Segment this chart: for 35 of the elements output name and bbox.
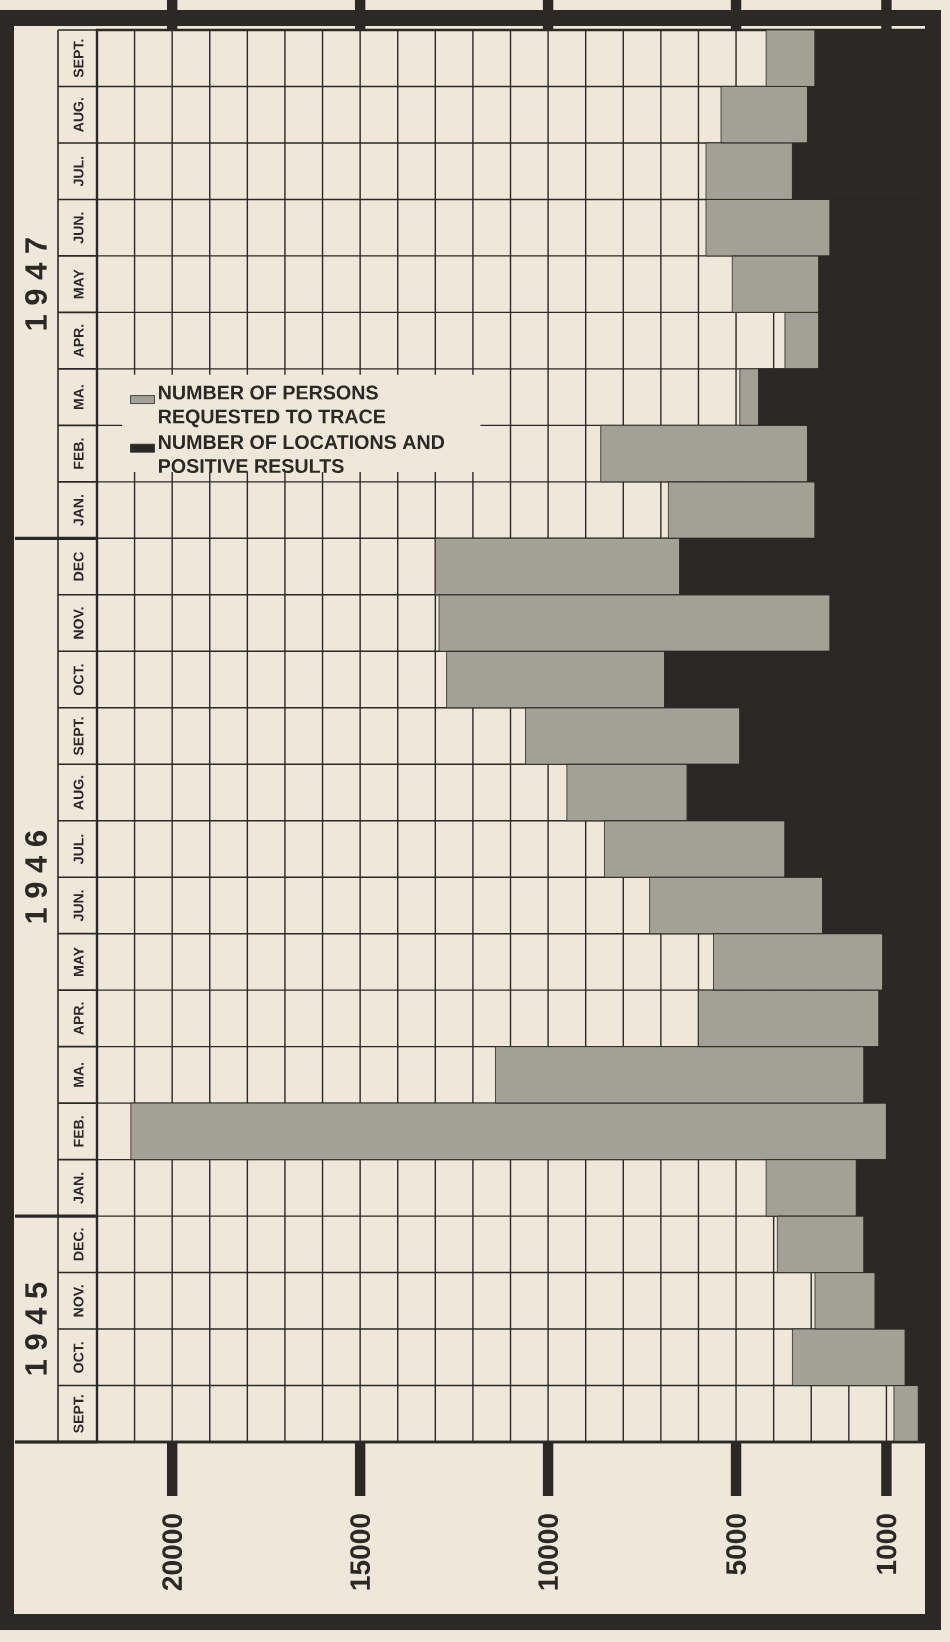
- y-tick-label: SEPT.: [73, 39, 84, 78]
- y-tick-label: DEC: [73, 552, 84, 581]
- text: 1 9 4 5: [25, 1282, 47, 1375]
- y-tick-label: MA.: [73, 1062, 84, 1087]
- x-tick-label: 1000: [876, 1514, 897, 1574]
- y-tick-label: SEPT.: [73, 717, 84, 756]
- y-tick-label: JUN.: [73, 890, 84, 922]
- y-tick-label: AUG.: [73, 98, 84, 132]
- y-tick-label: MAY: [73, 947, 84, 976]
- y-tick-label: SEPT.: [73, 1395, 84, 1433]
- y-tick-label: JAN.: [73, 1172, 84, 1204]
- legend-label: NUMBER OF LOCATIONS AND POSITIVE RESULTS: [159, 435, 445, 474]
- y-tick-label: DEC.: [73, 1228, 84, 1261]
- y-tick-label: JUL.: [73, 156, 84, 187]
- y-tick-label: FEB.: [73, 1116, 84, 1147]
- y-tick-label: NOV.: [73, 607, 84, 639]
- text: 1 9 4 6: [25, 831, 47, 923]
- y-tick-label: JAN.: [73, 495, 84, 526]
- y-tick-label: AUG.: [73, 775, 84, 810]
- x-tick-label: 15000: [350, 1514, 371, 1590]
- text: 1 9 4 7: [25, 238, 47, 330]
- y-tick-label: APR.: [73, 324, 84, 358]
- x-tick-label: 5000: [726, 1514, 746, 1575]
- y-tick-label: JUL.: [73, 834, 84, 864]
- legend-label: NUMBER OF PERSONS REQUESTED TO TRACE: [159, 385, 386, 428]
- y-tick-label: APR.: [73, 1002, 84, 1035]
- y-tick-label: MA.: [73, 385, 84, 410]
- y-tick-label: NOV.: [73, 1285, 84, 1317]
- y-tick-label: OCT.: [73, 1342, 84, 1373]
- y-tick-label: MAY: [73, 269, 84, 299]
- y-tick-label: FEB.: [73, 438, 84, 469]
- y-tick-label: JUN.: [73, 212, 84, 244]
- x-tick-label: 10000: [538, 1514, 559, 1590]
- x-tick-label: 20000: [162, 1514, 183, 1591]
- y-tick-label: OCT.: [73, 664, 84, 695]
